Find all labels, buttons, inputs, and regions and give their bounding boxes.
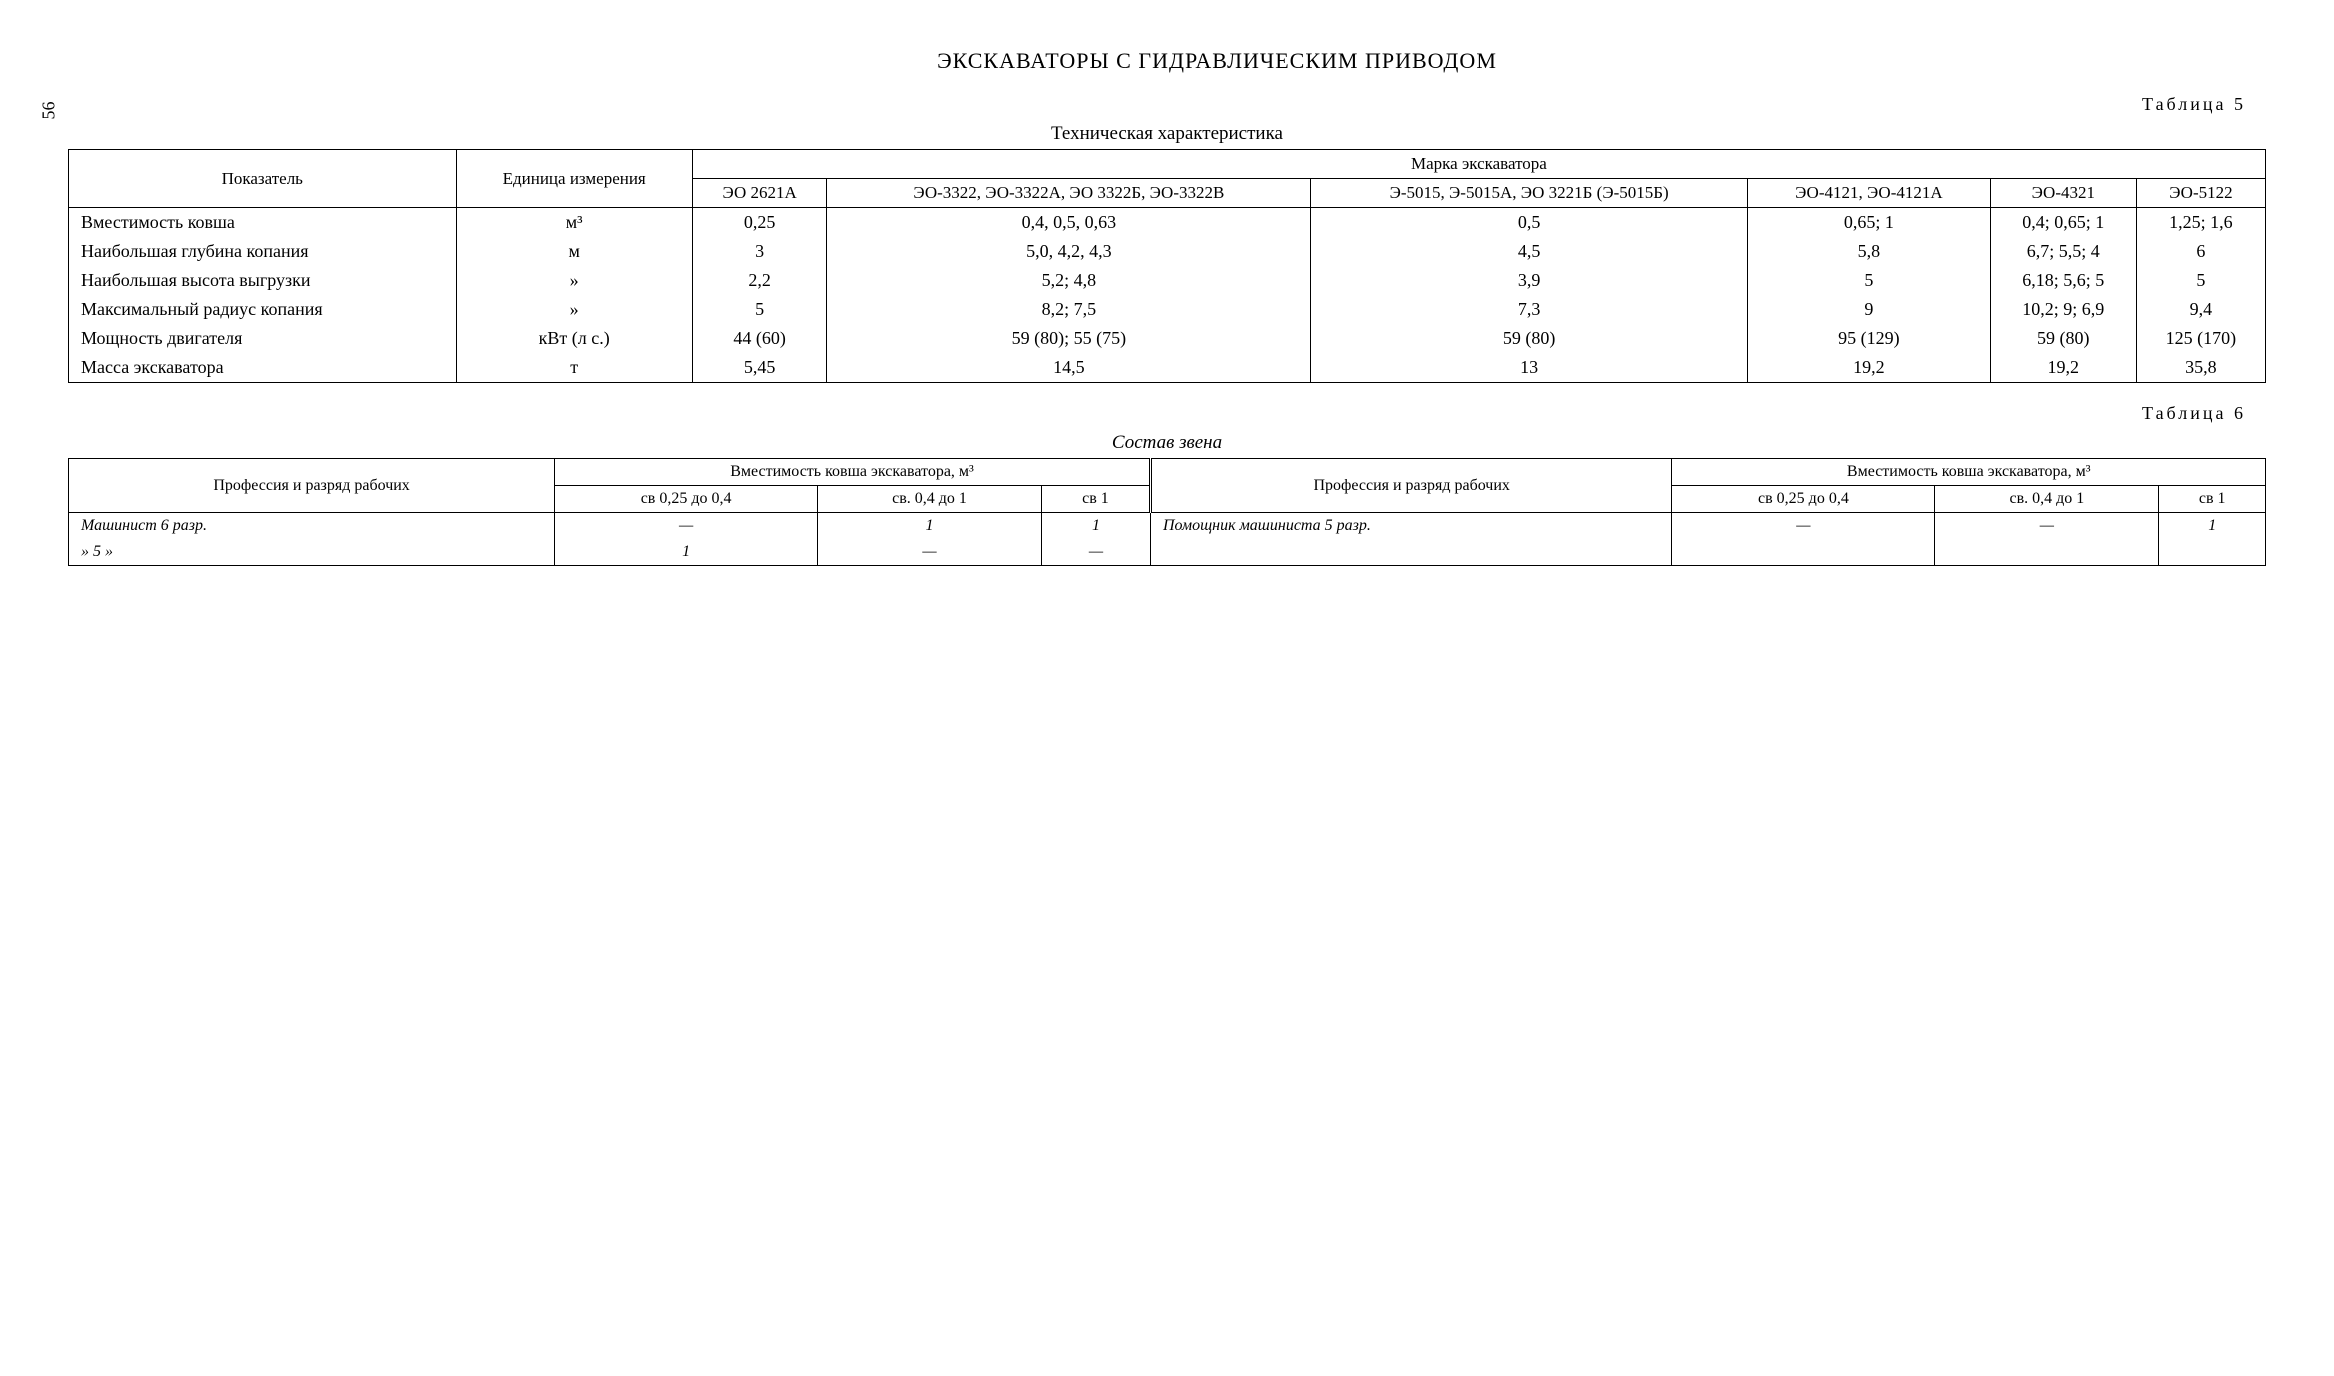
table5: Показатель Единица измерения Марка экска…	[68, 149, 2266, 383]
row-val: 6	[2136, 237, 2265, 266]
row-val: 1	[818, 513, 1042, 540]
table5-label: Таблица 5	[68, 94, 2246, 115]
row-val: 1,25; 1,6	[2136, 208, 2265, 238]
row-label: Масса экскаватора	[69, 353, 457, 383]
th-brand-col: ЭО-5122	[2136, 179, 2265, 208]
row-unit: м³	[456, 208, 692, 238]
th-cap-col: св 0,25 до 0,4	[555, 486, 818, 513]
row-val: 3,9	[1311, 266, 1748, 295]
row-val: 1	[2159, 513, 2266, 540]
row-val: 0,4; 0,65; 1	[1990, 208, 2136, 238]
page-number: 56	[39, 102, 60, 120]
row-unit: т	[456, 353, 692, 383]
th-brand-col: ЭО-4321	[1990, 179, 2136, 208]
row-val: 4,5	[1311, 237, 1748, 266]
th-cap-col: св 1	[1041, 486, 1150, 513]
th-cap-col: св. 0,4 до 1	[1935, 486, 2159, 513]
th-brand: Марка экскаватора	[692, 150, 2265, 179]
main-title: ЭКСКАВАТОРЫ С ГИДРАВЛИЧЕСКИМ ПРИВОДОМ	[168, 48, 2266, 74]
row-val: 8,2; 7,5	[827, 295, 1311, 324]
row-val: 5	[692, 295, 827, 324]
row-unit: кВт (л с.)	[456, 324, 692, 353]
row-label: Наибольшая высота выгрузки	[69, 266, 457, 295]
row-val: 1	[555, 539, 818, 566]
row-val	[1935, 539, 2159, 566]
row-val: 35,8	[2136, 353, 2265, 383]
row-val: 9,4	[2136, 295, 2265, 324]
row-val: 5	[1748, 266, 1991, 295]
row-label: Максимальный радиус копания	[69, 295, 457, 324]
row-val: 1	[1041, 513, 1150, 540]
row-val: —	[1935, 513, 2159, 540]
row-unit: »	[456, 295, 692, 324]
row-val: —	[818, 539, 1042, 566]
row-val: 5	[2136, 266, 2265, 295]
row-val	[1672, 539, 1935, 566]
row-label-left: » 5 »	[69, 539, 555, 566]
row-val: 0,4, 0,5, 0,63	[827, 208, 1311, 238]
row-val: 59 (80)	[1990, 324, 2136, 353]
row-val: 59 (80); 55 (75)	[827, 324, 1311, 353]
row-val: 9	[1748, 295, 1991, 324]
table6-subtitle: Состав звена	[68, 432, 2266, 454]
th-capacity-left: Вместимость ковша экскаватора, м³	[555, 459, 1151, 486]
row-val: 0,5	[1311, 208, 1748, 238]
row-val: 6,7; 5,5; 4	[1990, 237, 2136, 266]
row-val: 3	[692, 237, 827, 266]
row-val: 7,3	[1311, 295, 1748, 324]
row-val: 95 (129)	[1748, 324, 1991, 353]
th-capacity-right: Вместимость ковша экскаватора, м³	[1672, 459, 2266, 486]
row-val: 0,25	[692, 208, 827, 238]
table6-label: Таблица 6	[68, 403, 2246, 424]
row-val: —	[1041, 539, 1150, 566]
row-val: 2,2	[692, 266, 827, 295]
row-val: 10,2; 9; 6,9	[1990, 295, 2136, 324]
th-brand-col: ЭО-3322, ЭО-3322А, ЭО 3322Б, ЭО-3322В	[827, 179, 1311, 208]
row-val: —	[555, 513, 818, 540]
th-cap-col: св 1	[2159, 486, 2266, 513]
row-val: 44 (60)	[692, 324, 827, 353]
row-label: Наибольшая глубина копания	[69, 237, 457, 266]
th-brand-col: ЭО 2621А	[692, 179, 827, 208]
row-label-right: Помощник машиниста 5 разр.	[1150, 513, 1671, 540]
row-val: 125 (170)	[2136, 324, 2265, 353]
row-val: 19,2	[1990, 353, 2136, 383]
row-label: Мощность двигателя	[69, 324, 457, 353]
row-val: 5,2; 4,8	[827, 266, 1311, 295]
row-val: 0,65; 1	[1748, 208, 1991, 238]
th-profession-right: Профессия и разряд рабочих	[1150, 459, 1671, 513]
row-label-left: Машинист 6 разр.	[69, 513, 555, 540]
th-brand-col: ЭО-4121, ЭО-4121А	[1748, 179, 1991, 208]
th-indicator: Показатель	[69, 150, 457, 208]
row-val: 5,45	[692, 353, 827, 383]
table5-subtitle: Техническая характеристика	[68, 123, 2266, 145]
row-val	[2159, 539, 2266, 566]
row-label-right	[1150, 539, 1671, 566]
row-unit: »	[456, 266, 692, 295]
row-val: 5,0, 4,2, 4,3	[827, 237, 1311, 266]
row-val: 5,8	[1748, 237, 1991, 266]
row-val: 13	[1311, 353, 1748, 383]
th-brand-col: Э-5015, Э-5015А, ЭО 3221Б (Э-5015Б)	[1311, 179, 1748, 208]
th-profession-left: Профессия и разряд рабочих	[69, 459, 555, 513]
th-cap-col: св. 0,4 до 1	[818, 486, 1042, 513]
row-val: 59 (80)	[1311, 324, 1748, 353]
th-cap-col: св 0,25 до 0,4	[1672, 486, 1935, 513]
row-val: 6,18; 5,6; 5	[1990, 266, 2136, 295]
row-label: Вместимость ковша	[69, 208, 457, 238]
table6: Профессия и разряд рабочих Вместимость к…	[68, 458, 2266, 566]
row-val: —	[1672, 513, 1935, 540]
row-unit: м	[456, 237, 692, 266]
row-val: 19,2	[1748, 353, 1991, 383]
row-val: 14,5	[827, 353, 1311, 383]
th-unit: Единица измерения	[456, 150, 692, 208]
